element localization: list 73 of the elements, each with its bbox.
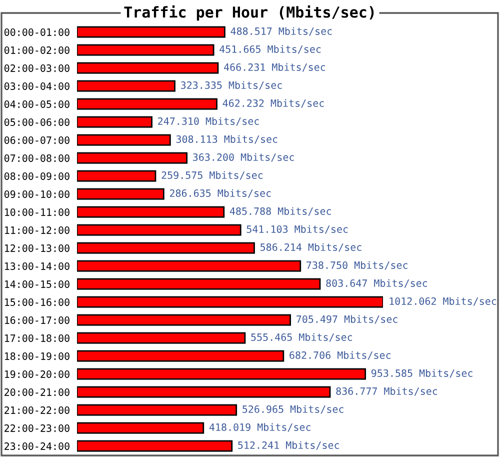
chart-title: Traffic per Hour (Mbits/sec)	[124, 5, 374, 21]
bar	[77, 278, 321, 290]
bar	[77, 242, 255, 254]
bar	[77, 26, 226, 38]
bar	[77, 314, 292, 326]
data-label: 953.585 Mbits/sec	[371, 369, 472, 378]
data-label: 803.647 Mbits/sec	[326, 279, 428, 288]
y-tick-label: 13:00-14:00	[5, 262, 70, 270]
bar	[77, 188, 164, 200]
data-label: 682.706 Mbits/sec	[290, 351, 390, 360]
data-label: 836.777 Mbits/sec	[336, 387, 438, 396]
data-label: 485.788 Mbits/sec	[230, 207, 331, 216]
data-label: 738.750 Mbits/sec	[306, 261, 408, 270]
data-label: 462.232 Mbits/sec	[222, 99, 324, 108]
bar	[77, 152, 188, 164]
data-label: 1012.062 Mbits/sec	[390, 297, 496, 306]
data-label: 323.335 Mbits/sec	[180, 81, 282, 90]
y-tick-label: 12:00-13:00	[5, 244, 70, 252]
bar	[77, 80, 176, 92]
data-label: 259.575 Mbits/sec	[162, 171, 263, 180]
bar	[77, 368, 366, 380]
y-tick-label: 14:00-15:00	[5, 280, 70, 288]
y-tick-label: 16:00-17:00	[5, 316, 70, 324]
bar	[77, 350, 284, 362]
data-label: 512.241 Mbits/sec	[238, 441, 339, 450]
y-tick-label: 23:00-24:00	[4, 442, 70, 450]
data-label: 247.310 Mbits/sec	[158, 117, 259, 126]
data-label: 541.103 Mbits/sec	[246, 225, 348, 234]
bar	[77, 116, 152, 128]
bar	[77, 404, 238, 416]
y-tick-label: 18:00-19:00	[5, 352, 70, 360]
bar	[77, 386, 331, 398]
bar	[77, 224, 242, 236]
y-tick-label: 17:00-18:00	[5, 334, 70, 342]
y-tick-label: 08:00-09:00	[4, 172, 70, 180]
y-tick-label: 09:00-10:00	[4, 190, 70, 198]
data-label: 488.517 Mbits/sec	[230, 27, 332, 36]
y-tick-label: 02:00-03:00	[4, 64, 70, 72]
data-label: 363.200 Mbits/sec	[193, 153, 294, 162]
bar	[77, 62, 219, 74]
bar	[77, 206, 225, 218]
y-tick-label: 22:00-23:00	[4, 424, 70, 432]
y-tick-label: 05:00-06:00	[4, 118, 70, 126]
y-tick-label: 03:00-04:00	[4, 82, 70, 90]
y-tick-label: 21:00-22:00	[4, 406, 70, 414]
y-tick-label: 19:00-20:00	[5, 370, 70, 378]
bar	[77, 422, 204, 434]
y-tick-label: 20:00-21:00	[4, 388, 70, 396]
data-label: 418.019 Mbits/sec	[209, 423, 310, 432]
bar	[77, 332, 246, 344]
y-tick-label: 10:00-11:00	[5, 208, 70, 216]
y-tick-label: 00:00-01:00	[4, 28, 70, 36]
bar	[77, 440, 233, 452]
bar	[77, 170, 156, 182]
bar	[77, 260, 302, 272]
bar	[77, 98, 218, 110]
bar	[77, 134, 171, 146]
data-label: 466.231 Mbits/sec	[224, 63, 326, 72]
y-tick-label: 06:00-07:00	[4, 136, 70, 144]
data-label: 586.214 Mbits/sec	[260, 243, 362, 252]
data-label: 308.113 Mbits/sec	[176, 135, 278, 144]
y-tick-label: 01:00-02:00	[4, 46, 70, 54]
bar	[77, 44, 214, 56]
data-label: 526.965 Mbits/sec	[242, 405, 344, 414]
y-tick-label: 07:00-08:00	[4, 154, 70, 162]
y-tick-label: 15:00-16:00	[5, 298, 70, 306]
bar	[77, 296, 383, 308]
data-label: 705.497 Mbits/sec	[296, 315, 398, 324]
data-label: 286.635 Mbits/sec	[170, 189, 271, 198]
y-tick-label: 11:00-12:00	[5, 226, 70, 234]
data-label: 555.465 Mbits/sec	[251, 333, 352, 342]
y-tick-label: 04:00-05:00	[4, 100, 70, 108]
data-label: 451.665 Mbits/sec	[220, 45, 321, 54]
